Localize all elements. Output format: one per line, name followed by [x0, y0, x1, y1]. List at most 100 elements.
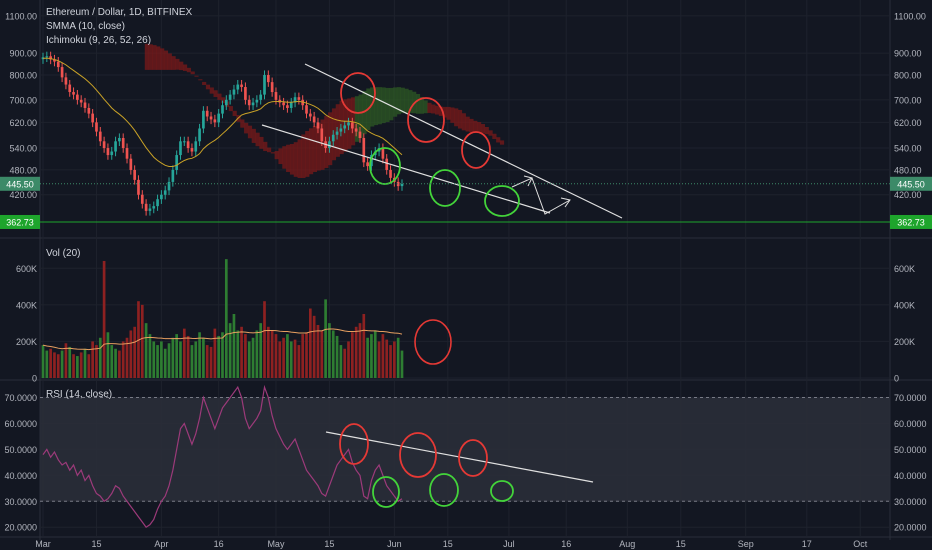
volume-bar — [351, 332, 354, 378]
volume-ma-line — [42, 328, 403, 351]
volume-bar — [56, 354, 60, 378]
volume-bar — [87, 354, 91, 378]
candle-body — [110, 151, 114, 156]
volume-bar — [244, 334, 247, 378]
cloud-segment — [328, 112, 333, 166]
cloud-segment — [419, 97, 424, 114]
candle-body — [247, 99, 251, 106]
symbol-title[interactable]: Ethereum / Dollar, 1D, BITFINEX — [46, 7, 193, 18]
ichimoku-legend[interactable]: Ichimoku (9, 26, 52, 26) — [46, 35, 152, 46]
cloud-segment — [274, 151, 279, 160]
volume-tick-label: 0 — [32, 374, 37, 384]
cloud-segment — [381, 87, 386, 124]
candle-body — [396, 181, 400, 187]
candle-body — [328, 141, 331, 149]
cloud-segment — [160, 48, 165, 70]
cloud-segment — [423, 100, 428, 114]
cloud-segment — [477, 122, 482, 133]
candle-body — [316, 122, 320, 129]
rsi-tick-label: 50.0000 — [894, 445, 927, 455]
cloud-segment — [480, 124, 486, 134]
rsi-pane-title[interactable]: RSI (14, close) — [46, 389, 113, 400]
cloud-segment — [221, 97, 226, 104]
cloud-segment — [194, 75, 199, 77]
volume-bar — [320, 330, 324, 378]
time-tick-label: 15 — [91, 539, 101, 549]
candle-body — [129, 158, 133, 170]
price-tick-label: 1100.00 — [5, 11, 37, 21]
cloud-segment — [202, 81, 207, 86]
volume-bar — [148, 334, 152, 378]
candle-body — [194, 141, 198, 152]
volume-bar — [221, 332, 224, 378]
volume-bar — [68, 346, 72, 378]
volume-tick-label: 0 — [894, 374, 899, 384]
smma-legend[interactable]: SMMA (10, close) — [46, 21, 125, 32]
candle-body — [60, 67, 64, 78]
price-tick-label: 540.00 — [9, 144, 37, 154]
time-tick-label: 15 — [676, 539, 686, 549]
cloud-segment — [492, 133, 497, 140]
candle-body — [175, 155, 179, 170]
rsi-tick-label: 40.0000 — [894, 471, 927, 481]
rsi-line — [42, 384, 403, 529]
cloud-segment — [228, 106, 233, 112]
candle-body — [121, 138, 125, 149]
price-tick-label: 700.00 — [894, 95, 922, 105]
candle-body — [171, 169, 175, 182]
time-tick-label: Mar — [35, 539, 51, 549]
volume-bar — [190, 345, 194, 378]
volume-bar — [76, 356, 79, 378]
volume-bar — [160, 341, 163, 378]
rsi-tick-label: 20.0000 — [4, 523, 37, 533]
volume-bar — [331, 330, 335, 378]
volume-bar — [79, 352, 83, 378]
support-tag — [890, 214, 932, 229]
volume-bar — [64, 343, 68, 378]
volume-bar — [247, 341, 251, 378]
time-tick-label: May — [267, 539, 285, 549]
volume-bar — [60, 350, 64, 378]
volume-bar — [266, 326, 270, 378]
cloud-segment — [308, 128, 314, 175]
cloud-segment — [156, 46, 161, 70]
cloud-segment — [457, 109, 463, 129]
volume-bar — [255, 330, 259, 378]
candle-body — [320, 128, 324, 142]
candle-body — [400, 184, 404, 187]
candle-body — [186, 141, 190, 149]
candle-body — [217, 113, 221, 123]
cloud-segment — [450, 107, 455, 123]
candle-body — [282, 102, 285, 106]
price-levels: 445.50 362.73 445.50 362.73 — [0, 176, 932, 229]
candle-body — [236, 84, 240, 90]
cloud-segment — [148, 44, 153, 70]
volume-bar — [83, 348, 87, 378]
projection-arrow — [511, 177, 571, 215]
candle-body — [140, 194, 144, 204]
cloud-segment — [186, 67, 191, 73]
rsi-band-fill — [40, 397, 890, 502]
cloud-segment — [461, 113, 466, 131]
candle-body — [266, 75, 270, 83]
candle-body — [301, 99, 305, 106]
candle-body — [331, 134, 335, 142]
candle-body — [308, 113, 312, 117]
red-circle-volume — [414, 319, 452, 365]
volume-bar — [41, 345, 45, 378]
last-price-label: 445.50 — [6, 179, 34, 189]
cloud-segment — [404, 88, 409, 113]
candle-body — [76, 94, 79, 100]
volume-bar — [144, 323, 148, 378]
price-tick-label: 480.00 — [894, 165, 922, 175]
cloud-segment — [496, 137, 501, 143]
volume-bar — [179, 341, 182, 378]
volume-bar — [205, 345, 209, 378]
volume-pane-title[interactable]: Vol (20) — [46, 248, 81, 259]
red-circle-rsi — [339, 423, 369, 465]
volume-tick-label: 600K — [894, 264, 915, 274]
volume-bar — [362, 314, 366, 378]
candle-body — [102, 141, 106, 149]
candle-body — [343, 125, 347, 129]
